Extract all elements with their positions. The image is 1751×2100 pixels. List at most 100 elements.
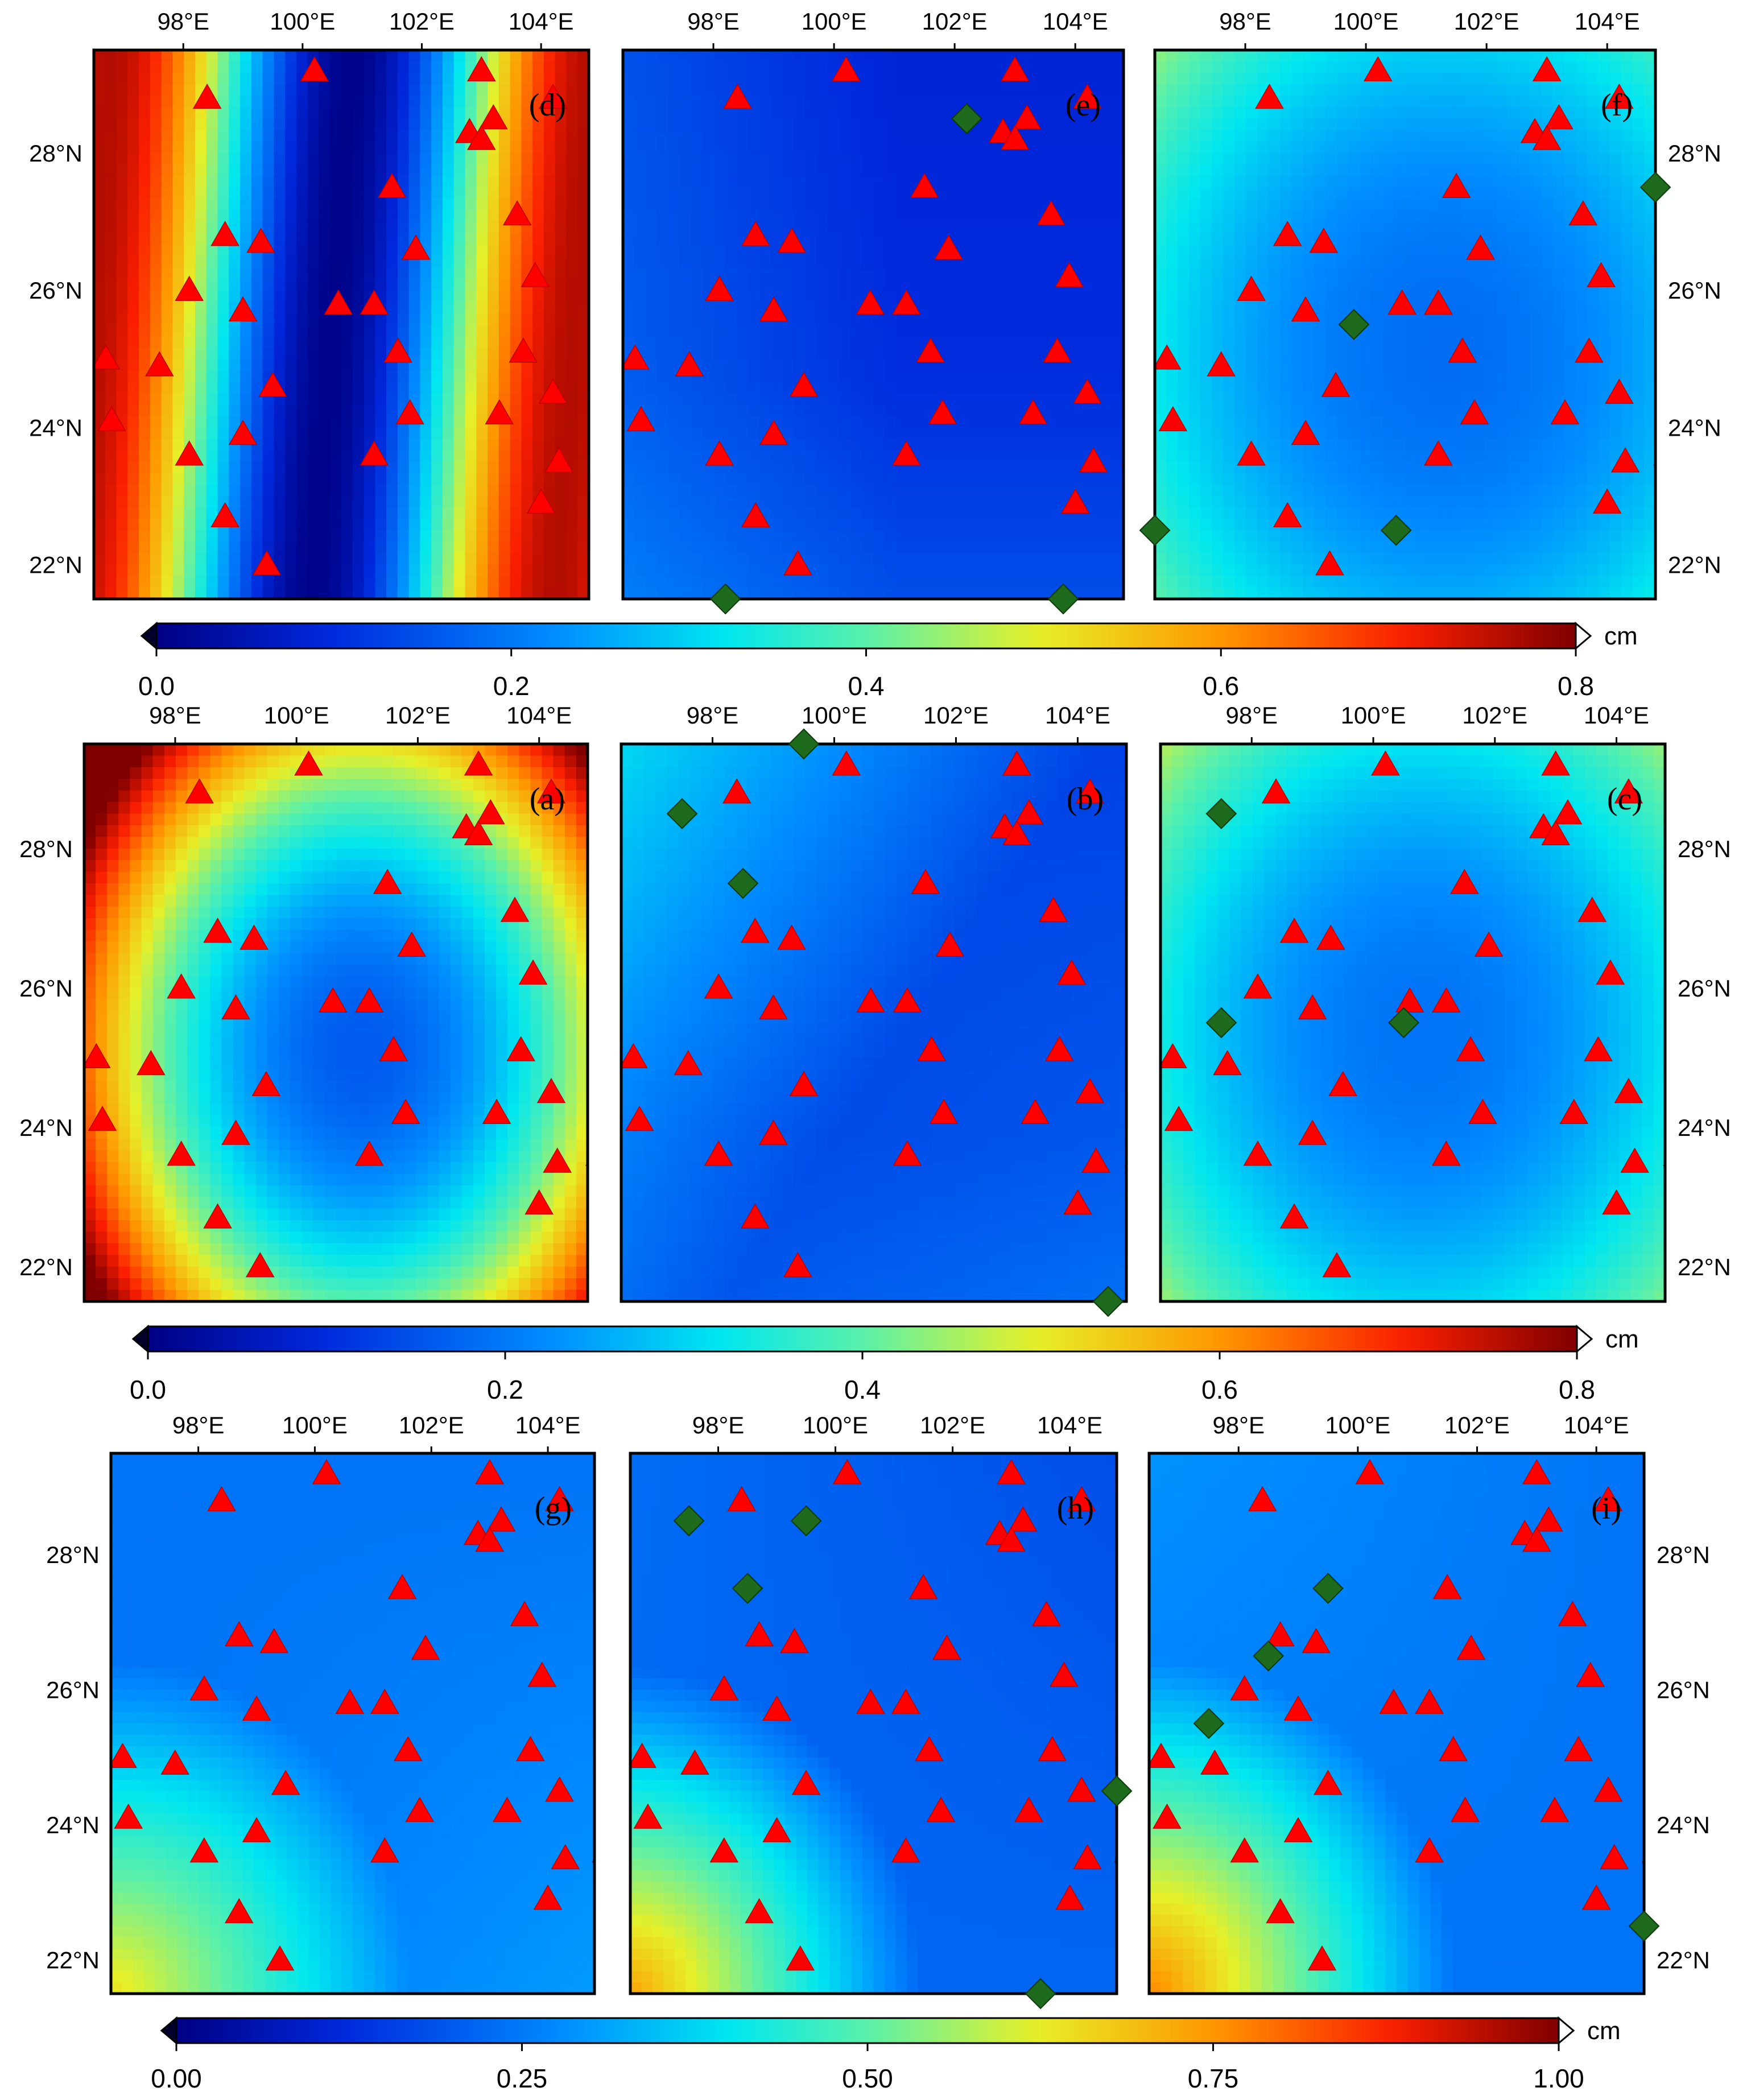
station-triangle-icon bbox=[1460, 399, 1489, 425]
station-triangle-icon bbox=[370, 1837, 399, 1863]
station-triangle-icon bbox=[1067, 1486, 1096, 1511]
station-triangle-icon bbox=[467, 125, 496, 150]
latitude-tick-label: 22°N bbox=[29, 552, 82, 578]
station-triangle-icon bbox=[1075, 778, 1105, 804]
station-triangle-icon bbox=[1321, 371, 1351, 397]
station-triangle-icon bbox=[1279, 917, 1309, 943]
map-frame bbox=[1147, 1452, 1646, 1995]
station-triangle-icon bbox=[1243, 973, 1273, 999]
station-triangle-icon bbox=[832, 1459, 862, 1485]
station-triangle-icon bbox=[551, 1843, 580, 1870]
station-triangle-icon bbox=[633, 1803, 663, 1829]
longitude-tick-label: 102°E bbox=[385, 702, 451, 729]
longitude-tick-label: 102°E bbox=[1462, 702, 1527, 729]
panel-label: (d) bbox=[529, 88, 566, 123]
station-triangle-icon bbox=[741, 502, 770, 527]
station-triangle-icon bbox=[1439, 1735, 1468, 1762]
station-triangle-icon bbox=[623, 344, 650, 370]
latitude-tick-label: 22°N bbox=[1668, 552, 1721, 578]
station-triangle-icon bbox=[1532, 56, 1562, 81]
error-field-heatmap bbox=[84, 744, 588, 1301]
colorbar-max-arrow-icon bbox=[1576, 1324, 1593, 1354]
station-triangle-icon bbox=[526, 488, 556, 514]
station-triangle-icon bbox=[160, 1749, 189, 1775]
station-triangle-icon bbox=[1593, 1776, 1623, 1802]
station-triangle-icon bbox=[1355, 1459, 1385, 1485]
station-triangle-icon bbox=[1036, 200, 1066, 226]
error-field-heatmap bbox=[111, 1453, 594, 1994]
station-triangle-icon bbox=[1553, 799, 1583, 825]
station-triangle-icon bbox=[1279, 1203, 1309, 1229]
colorbar-tick-label: 0.4 bbox=[844, 1375, 881, 1404]
station-triangle-icon bbox=[1576, 1661, 1605, 1687]
error-field-heatmap bbox=[1155, 50, 1655, 599]
station-triangle-icon bbox=[502, 200, 532, 226]
station-triangle-icon bbox=[1207, 351, 1236, 377]
latitude-tick-label: 26°N bbox=[1678, 975, 1731, 1002]
station-triangle-icon bbox=[722, 778, 751, 804]
station-triangle-icon bbox=[379, 1036, 408, 1061]
station-triangle-icon bbox=[401, 234, 431, 260]
station-triangle-icon bbox=[1379, 1688, 1409, 1714]
latitude-tick-label: 26°N bbox=[1668, 277, 1721, 304]
station-triangle-icon bbox=[1415, 1837, 1444, 1863]
map-frame bbox=[82, 742, 589, 1303]
station-triangle-icon bbox=[114, 1803, 143, 1829]
station-triangle-icon bbox=[704, 973, 733, 999]
station-triangle-icon bbox=[1045, 1036, 1074, 1061]
station-triangle-icon bbox=[221, 994, 250, 1020]
station-triangle-icon bbox=[1049, 1661, 1079, 1687]
station-triangle-icon bbox=[1039, 896, 1068, 922]
colorbar-unit: cm bbox=[1604, 622, 1638, 650]
excluded-station-diamond-icon bbox=[727, 867, 759, 899]
latitude-tick-label: 28°N bbox=[1657, 1541, 1710, 1568]
colorbar-max-arrow-icon bbox=[1575, 621, 1592, 651]
station-triangle-icon bbox=[1641, 1858, 1644, 1863]
latitude-tick-label: 26°N bbox=[29, 277, 82, 304]
station-triangle-icon bbox=[1568, 200, 1598, 226]
colorbar-tick-label: 0.0 bbox=[138, 671, 175, 701]
station-triangle-icon bbox=[759, 1119, 788, 1145]
station-triangle-icon bbox=[1261, 778, 1291, 804]
station-triangle-icon bbox=[525, 1189, 554, 1215]
excluded-station-diamond-icon bbox=[1205, 798, 1237, 829]
station-triangle-icon bbox=[318, 987, 348, 1012]
station-triangle-icon bbox=[242, 1817, 271, 1842]
station-triangle-icon bbox=[1121, 461, 1124, 466]
station-triangle-icon bbox=[709, 1837, 739, 1863]
station-triangle-icon bbox=[1149, 1742, 1176, 1768]
longitude-tick-label: 100°E bbox=[803, 1412, 868, 1438]
excluded-station-diamond-icon bbox=[1388, 1007, 1419, 1039]
excluded-station-diamond-icon bbox=[732, 1573, 763, 1604]
map-panel-f: (f) 98°E 100°E 102°E 104°E 22°N 24°N 26°N 28°N bbox=[1139, 8, 1721, 601]
longitude-tick-label: 98°E bbox=[1212, 1412, 1265, 1438]
station-triangle-icon bbox=[1073, 378, 1102, 404]
station-triangle-icon bbox=[509, 337, 538, 363]
station-triangle-icon bbox=[1014, 799, 1044, 825]
station-triangle-icon bbox=[167, 973, 196, 999]
station-triangle-icon bbox=[1124, 1161, 1126, 1166]
station-triangle-icon bbox=[675, 351, 704, 377]
station-markers bbox=[94, 56, 589, 576]
longitude-tick-label: 98°E bbox=[687, 8, 740, 35]
station-triangle-icon bbox=[789, 371, 819, 397]
station-triangle-icon bbox=[84, 1043, 111, 1068]
station-triangle-icon bbox=[1073, 1843, 1102, 1870]
station-triangle-icon bbox=[928, 399, 957, 425]
station-triangle-icon bbox=[395, 399, 424, 425]
station-triangle-icon bbox=[1153, 1803, 1182, 1829]
station-triangle-icon bbox=[1663, 1161, 1665, 1166]
map-panel-c: (c) 98°E 100°E 102°E 104°E 22°N 24°N 26°N 28°N bbox=[1159, 702, 1731, 1303]
station-triangle-icon bbox=[265, 1945, 295, 1971]
station-markers bbox=[1155, 56, 1655, 576]
station-triangle-icon bbox=[1584, 1036, 1613, 1061]
longitude-tick-label: 104°E bbox=[509, 8, 574, 35]
station-triangle-icon bbox=[210, 221, 239, 246]
excluded-station-diamond-icon bbox=[1101, 1775, 1133, 1807]
map-panel-b: (b) 98°E 100°E 102°E 104°E bbox=[620, 702, 1128, 1317]
station-triangle-icon bbox=[856, 987, 885, 1012]
station-triangle-icon bbox=[510, 1601, 539, 1626]
station-triangle-icon bbox=[258, 371, 287, 397]
colorbar-gradient bbox=[147, 1325, 1578, 1353]
